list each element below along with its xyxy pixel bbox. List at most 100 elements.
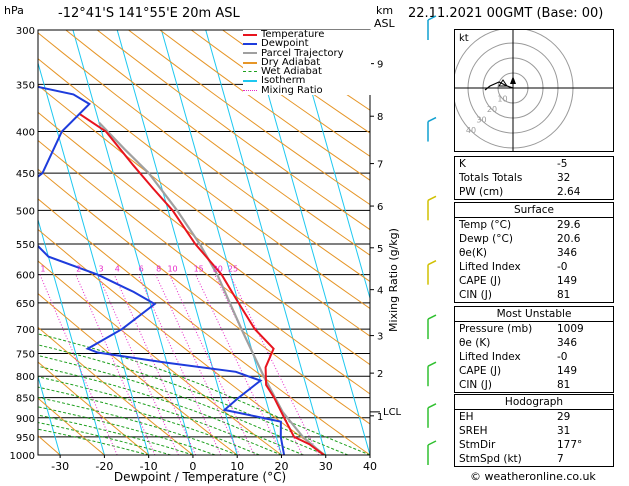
pressure-tick-label: 550 (16, 240, 35, 251)
dry-adiabat-line (38, 139, 370, 395)
x-tick-label: 40 (363, 460, 377, 473)
mixing-ratio-tick-label: 2 (76, 265, 81, 274)
legend-item: Temperature (243, 29, 371, 40)
hodograph-row: EH 29 (459, 411, 571, 423)
most-unstable-row: Pressure (mb) 1009 (459, 323, 584, 335)
most-unstable-table: Most Unstable Pressure (mb) 1009 θe (K) 34… (454, 306, 614, 393)
dry-adiabat-line (38, 292, 238, 455)
wind-barb-flag (427, 195, 437, 201)
mixing-ratio-tick-label: 15 (194, 265, 204, 274)
surface-title: Surface (455, 203, 613, 218)
dry-adiabat-line (159, 30, 370, 181)
plot-frame (37, 29, 371, 456)
pressure-tick-label: 400 (16, 128, 35, 139)
hodograph-trace (484, 81, 514, 91)
dry-adiabat-line (38, 260, 282, 455)
legend-item: Mixing Ratio (243, 85, 371, 95)
isotherm-line (0, 30, 16, 455)
hodograph-panel: 10 20 30 40 kt (454, 29, 614, 152)
index-row-pw: PW (cm) 2.64 (459, 186, 581, 198)
pressure-tick-label: 600 (16, 271, 35, 282)
indices-table: K -5 Totals Totals 32 PW (cm) 2.64 (454, 156, 614, 200)
mixing-ratio-line (195, 274, 283, 455)
wind-barb-flag (427, 260, 437, 266)
isotherm-line (38, 217, 105, 455)
pressure-tick-label: 500 (16, 206, 35, 217)
dry-adiabat-line (96, 30, 370, 231)
pressure-tick-label: 950 (16, 433, 35, 444)
x-tick-label: 0 (189, 460, 196, 473)
legend-item: Wet Adiabat (243, 66, 371, 78)
isotherm-line (38, 374, 61, 455)
surface-row: CAPE (J) 149 (459, 275, 578, 287)
x-tick-label: 30 (319, 460, 333, 473)
surface-row: Dewp (°C) 20.6 (459, 233, 581, 245)
mixing-ratio-tick-label: 10 (167, 265, 177, 274)
index-row-k: K -5 (459, 158, 568, 170)
hodograph-marker (498, 79, 508, 87)
pressure-tick-label: 900 (16, 414, 35, 425)
x-tick-label: -10 (140, 460, 158, 473)
legend-label: Dry Adiabat (261, 56, 321, 68)
parcel-trajectory-line (98, 121, 325, 455)
hpa-unit-label: hPa (4, 4, 24, 17)
pressure-tick-label: 350 (16, 80, 35, 91)
legend-swatch (243, 89, 257, 91)
wet-adiabat-line (38, 365, 304, 455)
dry-adiabat-line (38, 228, 326, 455)
isotherm-line (205, 30, 327, 455)
most-unstable-row: Lifted Index -0 (459, 351, 568, 363)
dry-adiabat-line (191, 30, 370, 157)
legend-item: Dewpoint (243, 38, 371, 50)
hodograph-ring-label: 30 (476, 116, 486, 125)
mixing-ratio-tick-label: 4 (115, 265, 120, 274)
pressure-tick-label: 700 (16, 325, 35, 336)
pressure-tick-label: 450 (16, 169, 35, 180)
x-tick-label: -20 (95, 460, 113, 473)
dry-adiabat-line (38, 84, 370, 337)
legend-label: Dewpoint (261, 38, 309, 50)
legend-label: Wet Adiabat (261, 66, 322, 78)
wet-adiabat-line (38, 396, 238, 455)
legend-swatch (243, 80, 257, 83)
mixing-ratio-tick-label: 8 (156, 265, 161, 274)
asl-unit-label: ASL (374, 17, 395, 30)
copyright-footer: © weatheronline.co.uk (470, 470, 596, 483)
km-tick-label: 4 (377, 286, 383, 297)
legend-swatch (243, 33, 257, 36)
mixing-ratio-line (229, 274, 319, 455)
km-tick-label: 2 (377, 369, 383, 380)
x-axis-title: Dewpoint / Temperature (°C) (114, 470, 286, 484)
right-axis-title: Mixing Ratio (g/kg) (387, 228, 400, 332)
pressure-tick-label: 300 (16, 26, 35, 37)
legend-item: Parcel Trajectory (243, 48, 371, 58)
legend-item: Isotherm (243, 76, 371, 86)
mixing-ratio-tick-label: 20 (213, 265, 223, 274)
most-unstable-row: θe (K) 346 (459, 337, 578, 349)
mixing-ratio-line (97, 274, 179, 455)
wind-barbs (427, 15, 437, 465)
mixing-ratio-tick-label: 1 (40, 265, 45, 274)
dry-adiabat-line (65, 30, 370, 256)
legend-swatch (243, 61, 257, 64)
temperature-line (78, 112, 325, 455)
hodograph-table-title: Hodograph (455, 395, 613, 410)
hodograph-ring-label: 20 (487, 105, 497, 114)
km-tick-label: 5 (377, 244, 383, 255)
km-tick-label: 1 (377, 412, 383, 423)
mixing-ratio-tick-label: 3 (98, 265, 103, 274)
wind-barb-flag (427, 314, 437, 320)
x-tick-label: 20 (274, 460, 288, 473)
km-tick-label: 7 (377, 160, 383, 171)
km-tick-label: 6 (377, 202, 383, 213)
legend-label: Temperature (261, 29, 325, 40)
legend-swatch (243, 71, 257, 73)
surface-row: θe(K) 346 (459, 247, 578, 259)
pressure-tick-label: 1000 (10, 451, 35, 462)
wind-barb-flag (427, 15, 437, 21)
surface-row: Temp (°C) 29.6 (459, 219, 581, 231)
dewpoint-line (38, 85, 286, 455)
hodograph-kt-label: kt (459, 33, 469, 44)
dry-adiabat-line (38, 32, 370, 283)
